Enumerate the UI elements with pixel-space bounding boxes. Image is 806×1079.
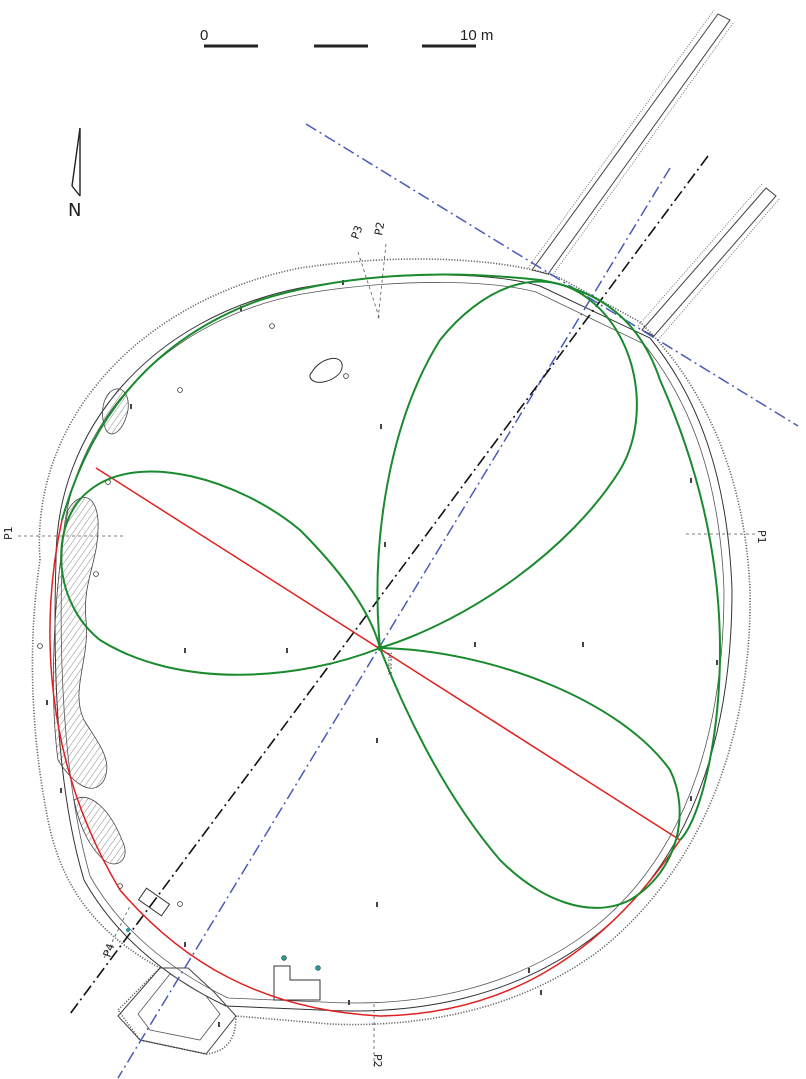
entrance-annex-south bbox=[117, 887, 237, 1055]
centre-point: 145.60 A bbox=[377, 645, 392, 675]
entrance-corridor-north bbox=[527, 9, 735, 277]
entrance-corridor-east bbox=[637, 183, 781, 341]
profile-lines bbox=[18, 243, 756, 1066]
profile-label-p2-top: P2 bbox=[372, 221, 387, 237]
red-construction bbox=[49, 467, 681, 1017]
post-hole-markers bbox=[37, 323, 349, 971]
centre-label: 145.60 A bbox=[386, 652, 392, 675]
profile-labels: P1 P1 P2 P3 P2 P4 bbox=[2, 221, 768, 1068]
black-axis-line bbox=[69, 155, 709, 1015]
profile-label-p3-top: P3 bbox=[349, 224, 366, 241]
scale-bar: 0 10 m bbox=[200, 27, 493, 48]
interior-stone-feature bbox=[309, 357, 343, 383]
profile-label-p1-left: P1 bbox=[2, 526, 15, 540]
scale-end-label: 10 m bbox=[460, 27, 493, 44]
blue-axis-lines bbox=[117, 123, 799, 1079]
green-construction bbox=[60, 273, 722, 909]
north-label: N bbox=[68, 200, 81, 221]
profile-label-p4: P4 bbox=[101, 942, 118, 959]
north-arrow-icon: N bbox=[68, 127, 81, 221]
interior-building-footprint bbox=[273, 965, 321, 1001]
profile-label-p2-bottom: P2 bbox=[371, 1054, 384, 1068]
profile-label-p1-right: P1 bbox=[755, 530, 768, 544]
hatched-deposit-zone bbox=[53, 388, 129, 865]
scale-start-label: 0 bbox=[200, 27, 208, 44]
